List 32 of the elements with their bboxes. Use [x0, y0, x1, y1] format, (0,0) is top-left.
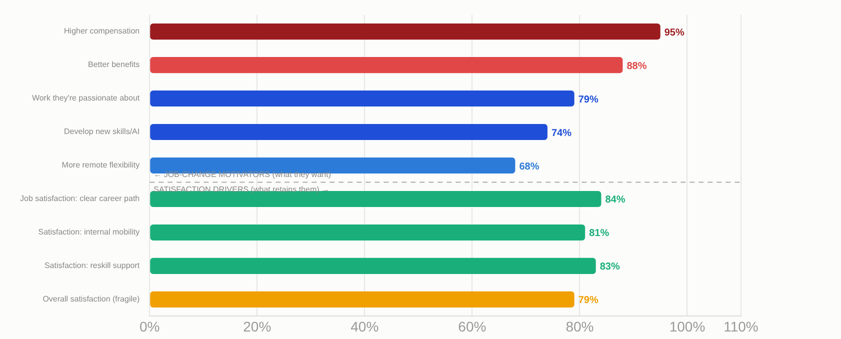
x-tick-label: 20% [243, 318, 272, 334]
y-tick-label: Satisfaction: internal mobility [38, 228, 140, 237]
y-tick-label: Develop new skills/AI [64, 127, 140, 136]
y-tick-label: Job satisfaction: clear career path [20, 194, 140, 204]
data-label: 68% [519, 161, 540, 172]
data-label: 79% [578, 94, 598, 106]
data-label: 74% [551, 128, 572, 139]
x-tick-label: 80% [566, 318, 594, 334]
data-label: 81% [589, 228, 610, 240]
data-label: 83% [600, 262, 620, 273]
y-tick-label: Better benefits [88, 60, 140, 70]
y-tick-label: Work they're passionate about [32, 94, 140, 103]
bar [150, 224, 586, 241]
data-label: 84% [605, 194, 626, 206]
data-label: 88% [626, 60, 647, 72]
y-tick-label: Overall satisfaction (fragile) [42, 294, 140, 304]
x-tick-label: 100% [669, 318, 706, 334]
y-tick-label: Satisfaction: reskill support [44, 261, 140, 270]
y-tick-label: More remote flexibility [62, 160, 140, 170]
x-tick-label: 110% [724, 318, 758, 334]
x-tick-label: 60% [458, 318, 486, 334]
data-label: 95% [664, 27, 684, 38]
bar [150, 258, 596, 274]
bar [150, 24, 660, 40]
data-label: 79% [578, 295, 598, 306]
y-tick-label: Higher compensation [64, 26, 140, 36]
x-tick-label: 40% [350, 318, 379, 334]
bar [150, 291, 574, 308]
x-tick-label: 0% [140, 318, 160, 334]
bar [150, 124, 548, 140]
bar [150, 90, 574, 107]
bar [150, 56, 623, 74]
